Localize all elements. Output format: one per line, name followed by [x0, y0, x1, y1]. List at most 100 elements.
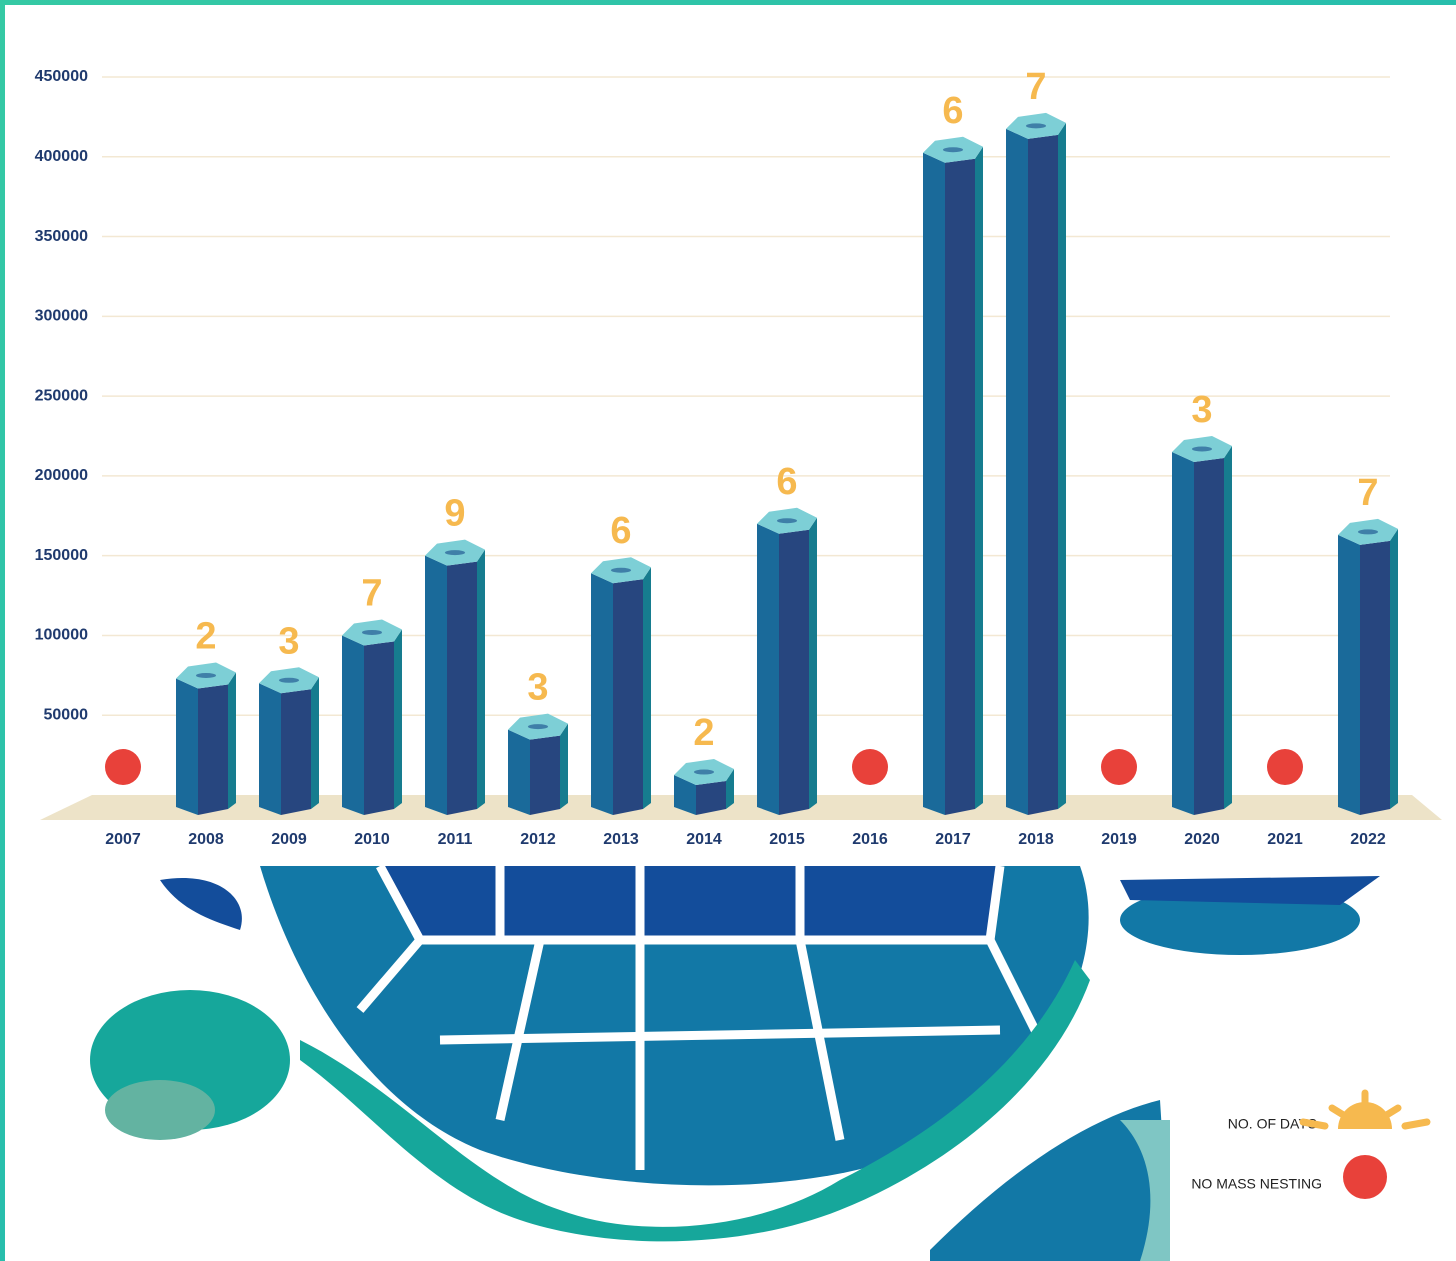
bar-top-hole	[1358, 529, 1378, 535]
y-tick-label: 200000	[35, 467, 88, 484]
shell-rim	[300, 960, 1090, 1242]
bar-right-face	[228, 672, 236, 809]
days-label: 3	[1191, 389, 1212, 431]
bar	[425, 539, 485, 815]
y-tick-label: 100000	[35, 627, 88, 644]
bar	[176, 662, 236, 815]
bar-top-hole	[196, 673, 216, 679]
sun-ray	[1401, 1118, 1431, 1130]
bar-top-hole	[1026, 123, 1046, 129]
x-tick-label: 2013	[603, 831, 639, 848]
bar-front-face	[364, 641, 394, 815]
bar	[1172, 435, 1232, 815]
bar-left-face	[342, 635, 364, 815]
bar-top-hole	[445, 550, 465, 556]
days-label: 6	[610, 510, 631, 552]
bar-right-face	[975, 146, 983, 810]
y-tick-label: 450000	[35, 68, 88, 85]
x-tick-label: 2016	[852, 831, 888, 848]
sun-ray	[1328, 1104, 1349, 1120]
bar-left-face	[1172, 451, 1194, 815]
sun-body	[1338, 1102, 1392, 1129]
x-tick-label: 2012	[520, 831, 556, 848]
y-tick-label: 50000	[44, 706, 89, 723]
days-label: 9	[444, 493, 465, 535]
bar-top-hole	[611, 567, 631, 573]
bar-right-face	[809, 517, 817, 809]
bar-front-face	[198, 684, 228, 815]
bar-front-face	[281, 689, 311, 815]
bar-top-hole	[777, 518, 797, 524]
bar	[591, 557, 651, 815]
legend-label: NO MASS NESTING	[1191, 1176, 1322, 1192]
x-tick-label: 2021	[1267, 831, 1303, 848]
bar-front-face	[447, 561, 477, 815]
rear-flipper-top	[1120, 876, 1380, 905]
bar-right-face	[560, 723, 568, 809]
x-tick-label: 2022	[1350, 831, 1386, 848]
bar-front-face	[1028, 134, 1058, 815]
y-tick-label: 150000	[35, 547, 88, 564]
bar-front-face	[613, 579, 643, 815]
x-tick-label: 2015	[769, 831, 805, 848]
days-label: 2	[693, 712, 714, 754]
days-label: 7	[1025, 66, 1046, 108]
bar-front-face	[1194, 457, 1224, 815]
bar	[1338, 518, 1398, 815]
x-tick-label: 2009	[271, 831, 307, 848]
legend-dot	[1343, 1155, 1387, 1199]
days-label: 6	[942, 90, 963, 132]
legend: NO. OF DAYS NO MASS NESTING	[1191, 1089, 1431, 1199]
sun-ray	[1381, 1104, 1402, 1120]
bar-top-hole	[279, 677, 299, 683]
x-tick-label: 2017	[935, 831, 971, 848]
x-tick-label: 2011	[438, 831, 473, 848]
bar-top-hole	[362, 629, 382, 635]
x-tick-label: 2019	[1101, 831, 1137, 848]
rear-flipper-2	[930, 1100, 1170, 1261]
x-tick-label: 2018	[1018, 831, 1054, 848]
no-nesting-dot	[105, 749, 141, 785]
days-label: 2	[195, 616, 216, 658]
bar-front-face	[945, 158, 975, 816]
legend-sun-icon	[1299, 1089, 1431, 1130]
bar	[259, 667, 319, 815]
bar-right-face	[477, 549, 485, 809]
bar	[508, 713, 568, 815]
bar-left-face	[425, 555, 447, 815]
bar-left-face	[508, 729, 530, 815]
bar-right-face	[1224, 445, 1232, 809]
bar-left-face	[1338, 534, 1360, 815]
no-nesting-dot	[852, 749, 888, 785]
days-label: 3	[527, 667, 548, 709]
days-label: 6	[776, 461, 797, 503]
days-label: 3	[278, 620, 299, 662]
days-label: 7	[1357, 472, 1378, 514]
legend-box	[1172, 1090, 1456, 1261]
x-tick-label: 2020	[1184, 831, 1220, 848]
bar-front-face	[530, 735, 560, 815]
sun-ray	[1299, 1118, 1329, 1130]
bar-top-hole	[943, 147, 963, 153]
bar	[757, 507, 817, 815]
x-tick-label: 2008	[188, 831, 224, 848]
y-tick-label: 250000	[35, 387, 88, 404]
x-tick-label: 2007	[105, 831, 141, 848]
bar	[923, 136, 983, 816]
bar-left-face	[591, 573, 613, 815]
bar	[674, 759, 734, 815]
no-nesting-dot	[1101, 749, 1137, 785]
rear-flipper-2-edge	[1120, 1120, 1170, 1261]
y-tick-label: 350000	[35, 228, 88, 245]
bar-right-face	[726, 769, 734, 809]
bar-right-face	[1390, 528, 1398, 809]
x-tick-label: 2014	[686, 831, 722, 848]
bar-right-face	[1058, 122, 1066, 810]
bar-left-face	[259, 683, 281, 815]
bar-top-hole	[1192, 446, 1212, 452]
bar	[1006, 112, 1066, 815]
bar-front-face	[1360, 540, 1390, 815]
front-flipper	[160, 878, 242, 930]
bar-right-face	[394, 629, 402, 809]
